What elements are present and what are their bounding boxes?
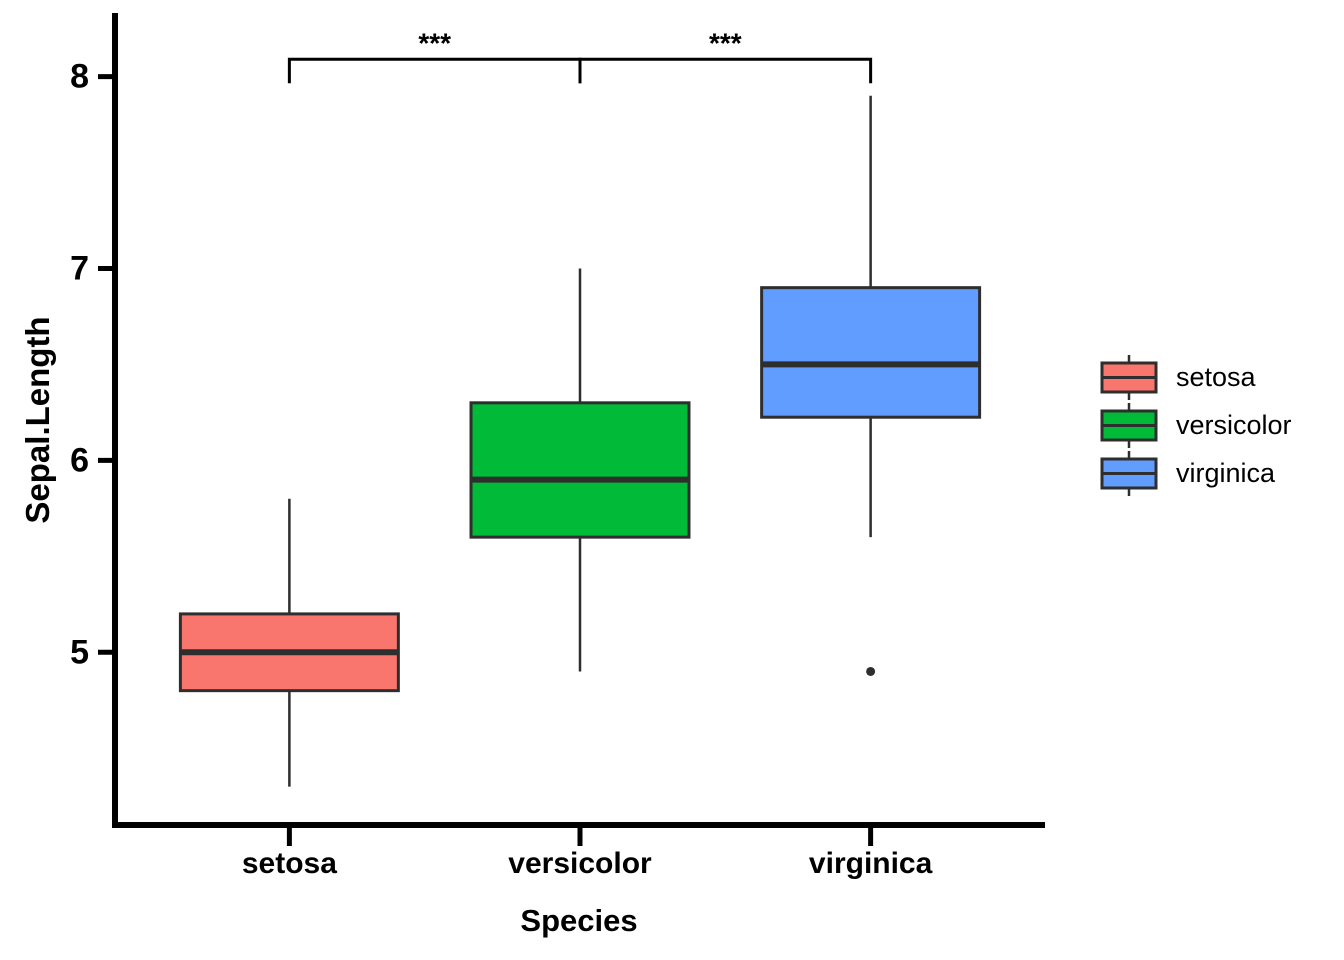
legend-label: setosa bbox=[1176, 362, 1256, 392]
y-tick-label: 5 bbox=[70, 633, 89, 671]
legend-entry-virginica: virginica bbox=[1100, 451, 1292, 496]
legend-label: virginica bbox=[1176, 458, 1276, 488]
legend-label: versicolor bbox=[1176, 410, 1292, 440]
legend-key-boxplot-icon bbox=[1100, 355, 1158, 400]
y-tick-label: 7 bbox=[70, 249, 89, 287]
x-tick-label-virginica: virginica bbox=[809, 847, 933, 880]
significance-label: *** bbox=[418, 27, 451, 58]
x-tick-label-setosa: setosa bbox=[242, 847, 337, 880]
box-versicolor bbox=[469, 401, 691, 539]
x-tick-label-versicolor: versicolor bbox=[508, 847, 652, 880]
y-tick-label: 8 bbox=[70, 58, 89, 96]
legend-entry-versicolor: versicolor bbox=[1100, 403, 1292, 448]
significance-label: *** bbox=[709, 27, 742, 58]
significance-bracket bbox=[287, 57, 582, 84]
legend-key-boxplot-icon bbox=[1100, 403, 1158, 448]
y-tick-label: 6 bbox=[70, 441, 89, 479]
outlier-point-virginica bbox=[866, 666, 876, 676]
significance-bracket bbox=[578, 57, 873, 84]
box-virginica bbox=[760, 286, 982, 419]
legend-entry-setosa: setosa bbox=[1100, 355, 1292, 400]
y-axis-title: Sepal.Length bbox=[19, 316, 56, 524]
legend-key-boxplot-icon bbox=[1100, 451, 1158, 496]
legend: setosa versicolor virginica bbox=[1100, 355, 1292, 496]
x-axis-title: Species bbox=[520, 903, 638, 938]
